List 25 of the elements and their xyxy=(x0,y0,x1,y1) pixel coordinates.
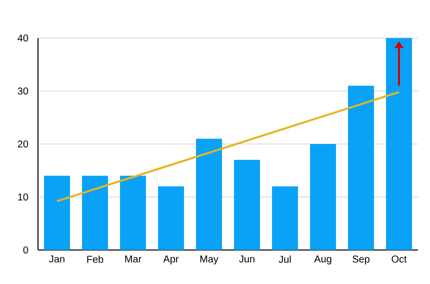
bar xyxy=(44,176,70,250)
bar xyxy=(272,186,298,250)
y-tick-label: 40 xyxy=(18,34,28,42)
x-tick-label: May xyxy=(200,256,218,264)
bar xyxy=(234,160,260,250)
y-tick-label: 0 xyxy=(23,246,28,254)
x-tick-label: Jul xyxy=(278,256,291,263)
bar xyxy=(348,86,374,250)
x-tick-label: Aug xyxy=(314,256,332,264)
x-tick-label: Jun xyxy=(239,256,254,262)
x-tick-label: Jan xyxy=(49,256,64,262)
y-tick-label: 20 xyxy=(18,140,28,148)
x-tick-label: Feb xyxy=(87,256,104,263)
bar xyxy=(158,186,184,250)
x-tick-label: Apr xyxy=(163,256,179,264)
bar xyxy=(386,38,412,250)
y-tick-label: 30 xyxy=(18,87,28,95)
bar xyxy=(310,144,336,250)
y-tick-label: 10 xyxy=(18,193,28,201)
bar xyxy=(82,176,108,250)
bar xyxy=(120,176,146,250)
bar xyxy=(196,138,222,250)
x-tick-label: Sep xyxy=(352,256,370,265)
x-tick-label: Mar xyxy=(125,256,142,262)
x-tick-label: Oct xyxy=(392,256,407,263)
